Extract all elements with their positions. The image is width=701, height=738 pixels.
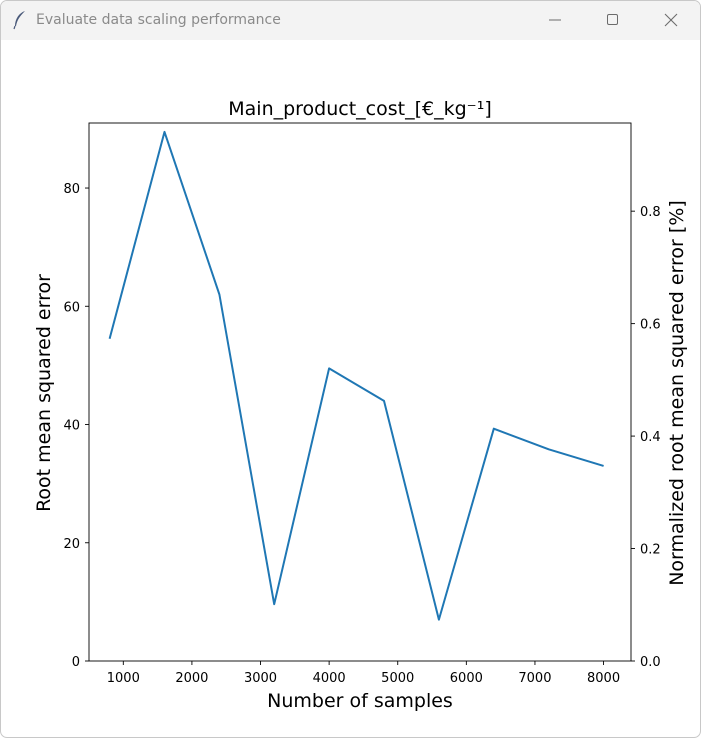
y-right-tick-label: 0.6 [640, 318, 661, 333]
window-title: Evaluate data scaling performance [36, 12, 281, 28]
x-tick-label: 1000 [107, 671, 140, 686]
series-line [108, 130, 604, 621]
maximize-icon [607, 14, 618, 25]
minimize-button[interactable] [526, 1, 584, 40]
x-tick-label: 3000 [244, 671, 277, 686]
title-bar[interactable]: Evaluate data scaling performance [1, 1, 700, 40]
x-tick-label: 5000 [381, 671, 414, 686]
chart-title: Main_product_cost_[€_kg⁻¹] [228, 98, 491, 120]
x-tick-label: 6000 [450, 671, 483, 686]
y-axis-label: Root mean squared error [33, 274, 55, 512]
x-tick-label: 2000 [175, 671, 208, 686]
x-tick-label: 8000 [587, 671, 620, 686]
y-right-tick-label: 0.2 [640, 543, 661, 558]
y-tick-label: 80 [63, 182, 80, 197]
close-icon [664, 13, 678, 27]
y-right-tick-label: 0.8 [640, 205, 661, 220]
feather-icon [12, 10, 28, 30]
y-tick-label: 60 [63, 300, 80, 315]
maximize-button[interactable] [584, 1, 642, 40]
y-right-tick-label: 0.0 [640, 655, 661, 670]
x-tick-label: 4000 [313, 671, 346, 686]
y-axis-right-label: Normalized root mean squared error [%] [666, 200, 688, 586]
close-button[interactable] [642, 1, 700, 40]
minimize-icon [549, 19, 561, 21]
y-tick-label: 40 [63, 419, 80, 434]
y-tick-label: 20 [63, 537, 80, 552]
y-tick-label: 0 [72, 655, 80, 670]
plot-area-frame [88, 122, 632, 662]
x-axis-label: Number of samples [267, 690, 453, 712]
x-tick-label: 7000 [518, 671, 551, 686]
y-right-tick-label: 0.4 [640, 430, 661, 445]
